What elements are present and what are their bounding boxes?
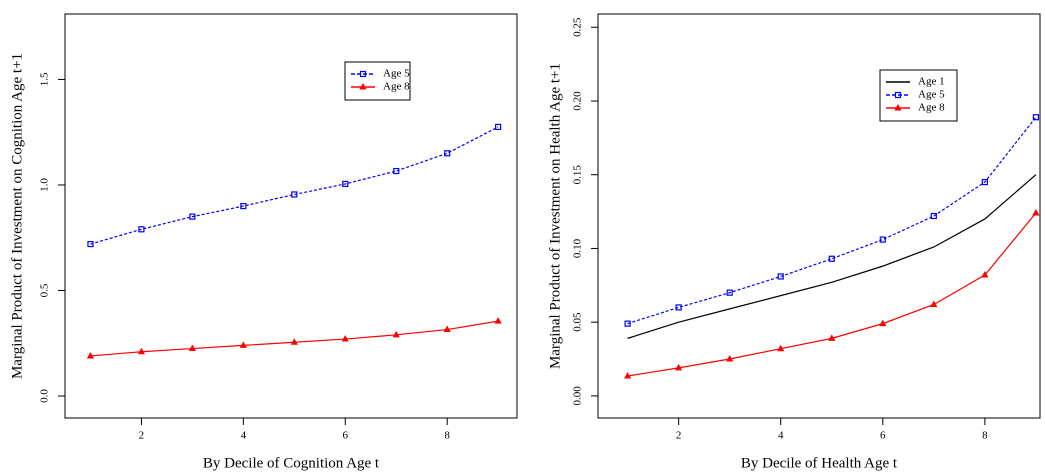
- marker: [188, 344, 196, 352]
- y-tick-label: 0.05: [572, 312, 584, 332]
- x-axis-title: By Decile of Health Age t: [741, 455, 898, 471]
- marker: [981, 270, 989, 278]
- marker: [675, 304, 682, 311]
- chart: 2 4 6 8 0.00 0.05 0.10 0.15 0.20 0.25 By Decile of…: [547, 13, 1041, 471]
- series-line: [627, 174, 1037, 339]
- marker: [1032, 209, 1040, 216]
- chart: 2 4 6 8 0.0 0.5 1.0 1.5 By Decile of Cognition A…: [9, 13, 518, 471]
- marker: [1032, 114, 1040, 121]
- y-tick-label: 0.00: [572, 386, 584, 406]
- y-tick-label: 1.0: [39, 178, 51, 192]
- series-line: [627, 116, 1037, 325]
- plot-frame: [597, 13, 1041, 419]
- marker: [342, 180, 349, 188]
- marker: [359, 70, 367, 78]
- series-line: [627, 212, 1037, 377]
- y-tick-label: 0.25: [572, 17, 584, 37]
- marker: [879, 236, 886, 243]
- marker: [894, 104, 902, 111]
- marker: [240, 202, 247, 210]
- marker: [930, 300, 938, 307]
- x-axis-title: By Decile of Cognition Age t: [203, 455, 380, 471]
- y-tick-label: 0.15: [572, 165, 584, 185]
- marker: [392, 330, 400, 338]
- marker: [291, 191, 298, 198]
- legend-label: Age 8: [383, 81, 410, 93]
- marker: [444, 150, 451, 157]
- marker: [930, 212, 937, 220]
- x-tick-label: 8: [444, 430, 450, 442]
- marker: [359, 83, 367, 90]
- x-tick-label: 2: [139, 430, 145, 442]
- marker: [777, 344, 785, 352]
- x-tick-label: 6: [343, 430, 349, 442]
- marker: [777, 273, 784, 280]
- marker: [624, 371, 632, 379]
- marker: [726, 289, 733, 296]
- marker: [828, 334, 836, 341]
- legend-label: Age 5: [383, 68, 410, 80]
- marker: [137, 347, 146, 355]
- marker: [86, 351, 95, 359]
- marker: [828, 255, 835, 262]
- marker: [675, 363, 683, 371]
- legend-label: Age 1: [918, 76, 945, 88]
- x-tick-label: 4: [241, 430, 247, 442]
- y-tick-label: 0.20: [572, 91, 584, 111]
- legend-label: Age 8: [918, 102, 945, 114]
- marker: [624, 320, 631, 327]
- legend-box: [344, 61, 411, 101]
- y-axis-title: Marginal Product of Investment on Health…: [547, 63, 563, 369]
- y-tick-label: 0.10: [572, 238, 584, 258]
- marker: [87, 240, 94, 248]
- y-tick-label: 1.5: [39, 72, 51, 86]
- x-tick-label: 2: [676, 430, 682, 442]
- marker: [189, 213, 196, 220]
- x-tick-label: 8: [982, 430, 988, 442]
- marker: [341, 335, 349, 342]
- marker: [393, 167, 400, 175]
- y-tick-label: 0.5: [39, 283, 51, 297]
- marker: [495, 123, 502, 131]
- marker: [290, 338, 298, 345]
- marker: [894, 91, 902, 99]
- marker: [239, 341, 247, 348]
- x-tick-label: 4: [778, 430, 784, 442]
- marker: [443, 325, 451, 333]
- marker: [879, 319, 887, 327]
- y-tick-label: 0.0: [39, 389, 51, 403]
- legend-label: Age 5: [918, 89, 945, 101]
- series-line: [90, 126, 499, 245]
- marker: [726, 355, 734, 362]
- marker: [981, 178, 988, 186]
- x-tick-label: 6: [880, 430, 886, 442]
- plot-frame: [64, 13, 518, 419]
- marker: [138, 226, 145, 233]
- y-axis-title: Marginal Product of Investment on Cognit…: [9, 53, 25, 379]
- marker: [494, 317, 502, 324]
